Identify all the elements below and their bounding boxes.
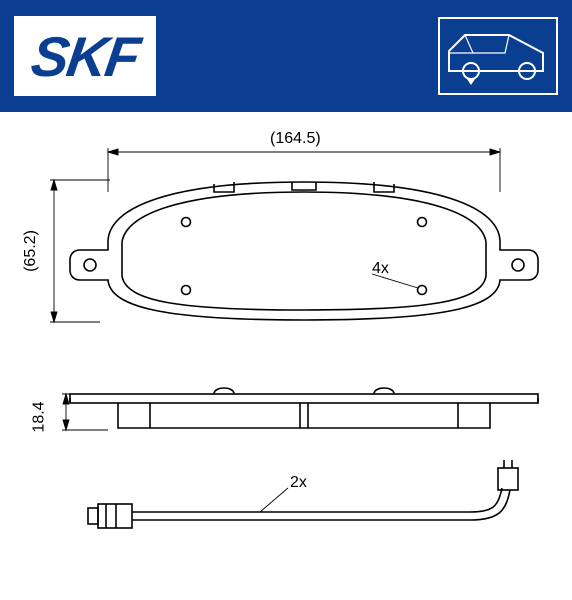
header-bar: SKF (0, 0, 572, 112)
logo-container: SKF (14, 16, 156, 96)
axle-position-icon (438, 17, 558, 95)
drawing-svg (0, 112, 572, 600)
brand-logo: SKF (27, 24, 142, 89)
technical-drawing: (164.5) (65.2) 18.4 4x 2x (0, 112, 572, 600)
